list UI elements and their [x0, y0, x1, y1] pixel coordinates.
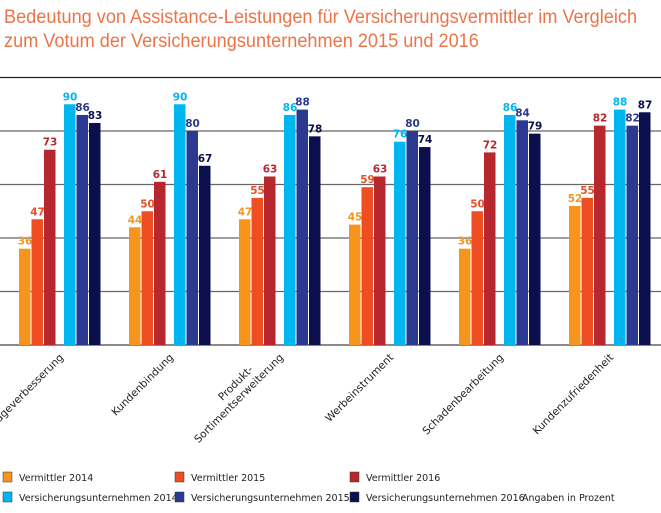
bar-6-4 [614, 109, 626, 345]
title-line-2: zum Votum der Versicherungsunternehmen 2… [4, 30, 479, 52]
data-label-6-3: 82 [593, 113, 608, 125]
bar-5-3 [484, 152, 496, 345]
legend-label-4: Versicherungsunternehmen 2014 [19, 493, 178, 504]
bar-6-3 [594, 125, 606, 346]
data-label-3-4: 86 [283, 102, 298, 114]
bar-5-1 [459, 248, 471, 345]
data-label-6-5: 82 [625, 113, 640, 125]
bar-6-5 [626, 125, 638, 346]
legend-label-6: Versicherungsunternehmen 2016 [366, 493, 525, 504]
data-label-5-4: 86 [503, 102, 518, 114]
bar-3-4 [284, 114, 296, 345]
bar-4-4 [394, 141, 406, 345]
bar-1-1 [19, 248, 31, 345]
data-label-2-2: 50 [140, 198, 155, 210]
legend-label-2: Vermittler 2015 [191, 473, 265, 484]
legend-label-1: Vermittler 2014 [19, 473, 93, 484]
title-line-1: Bedeutung von Assistance-Leistungen für … [4, 6, 638, 28]
bar-5-4 [504, 114, 516, 345]
bar-6-6 [639, 112, 651, 346]
data-label-6-6: 87 [638, 99, 653, 111]
bar-1-2 [31, 219, 43, 345]
data-label-4-5: 80 [405, 118, 420, 130]
data-label-3-3: 63 [263, 163, 278, 175]
legend-swatch-6 [349, 491, 360, 503]
data-label-4-1: 45 [348, 212, 363, 224]
legend-label-3: Vermittler 2016 [366, 473, 440, 484]
legend-label-5: Versicherungsunternehmen 2015 [191, 493, 350, 504]
bar-5-6 [529, 133, 541, 345]
chart-title: Bedeutung von Assistance-Leistungen für … [4, 5, 637, 53]
legend-swatch-1 [2, 471, 13, 483]
bar-2-1 [129, 227, 141, 345]
category-label-2: Kundenbindung [109, 352, 176, 419]
data-label-4-6: 74 [418, 134, 433, 146]
category-label-5: Schadenbearbeitung [420, 352, 506, 438]
bar-2-6 [199, 165, 211, 345]
data-label-5-5: 84 [515, 107, 530, 119]
bar-6-2 [581, 197, 593, 345]
bar-3-2 [251, 197, 263, 345]
data-label-4-4: 76 [393, 129, 408, 141]
legend-swatch-4 [2, 491, 13, 503]
data-label-1-2: 47 [30, 206, 45, 218]
bar-3-3 [264, 176, 276, 345]
bar-1-3 [44, 149, 56, 345]
bar-2-3 [154, 181, 166, 345]
data-label-5-2: 50 [470, 198, 485, 210]
legend-swatch-5 [174, 491, 185, 503]
legend-swatch-3 [349, 471, 360, 483]
data-label-4-2: 59 [360, 174, 375, 186]
data-label-4-3: 63 [373, 163, 388, 175]
data-label-2-1: 44 [128, 214, 143, 226]
bar-3-1 [239, 219, 251, 345]
data-label-6-1: 52 [568, 193, 583, 205]
data-label-3-2: 55 [250, 185, 265, 197]
bar-1-5 [76, 114, 88, 345]
data-label-6-2: 55 [580, 185, 595, 197]
bar-4-2 [361, 187, 373, 345]
bar-1-6 [89, 122, 101, 345]
category-label-6: Kundenzufriedenheit [531, 352, 617, 438]
bar-2-2 [141, 211, 153, 345]
bar-4-6 [419, 147, 431, 345]
data-label-2-5: 80 [185, 118, 200, 130]
data-label-6-4: 88 [613, 97, 628, 109]
data-label-5-3: 72 [483, 139, 498, 151]
data-label-1-1: 36 [18, 236, 33, 248]
data-label-2-6: 67 [198, 153, 213, 165]
bar-1-4 [64, 104, 76, 345]
bar-2-4 [174, 104, 186, 345]
data-label-1-6: 83 [88, 110, 103, 122]
data-label-1-4: 90 [63, 91, 78, 103]
data-label-2-3: 61 [153, 169, 168, 181]
bar-5-2 [471, 211, 483, 345]
category-label-4: Werbeinstrument [323, 352, 396, 425]
bar-5-5 [516, 120, 528, 345]
bar-2-5 [186, 131, 198, 345]
legend-swatch-2 [174, 471, 185, 483]
data-label-3-5: 88 [295, 97, 310, 109]
category-label-1: Imageverbesserung [0, 352, 66, 435]
data-label-1-5: 86 [75, 102, 90, 114]
bar-4-1 [349, 224, 361, 345]
units-note: Angaben in Prozent [522, 493, 615, 504]
data-label-5-1: 36 [458, 236, 473, 248]
data-label-2-4: 90 [173, 91, 188, 103]
data-label-3-6: 78 [308, 123, 323, 135]
bar-4-5 [406, 131, 418, 345]
bar-3-6 [309, 136, 321, 345]
data-label-3-1: 47 [238, 206, 253, 218]
bar-3-5 [296, 109, 308, 345]
data-label-5-6: 79 [528, 121, 543, 133]
category-label-3: Sortimentserweiterung [192, 352, 286, 446]
bar-6-1 [569, 205, 581, 345]
data-label-1-3: 73 [43, 137, 58, 149]
bar-4-3 [374, 176, 386, 345]
